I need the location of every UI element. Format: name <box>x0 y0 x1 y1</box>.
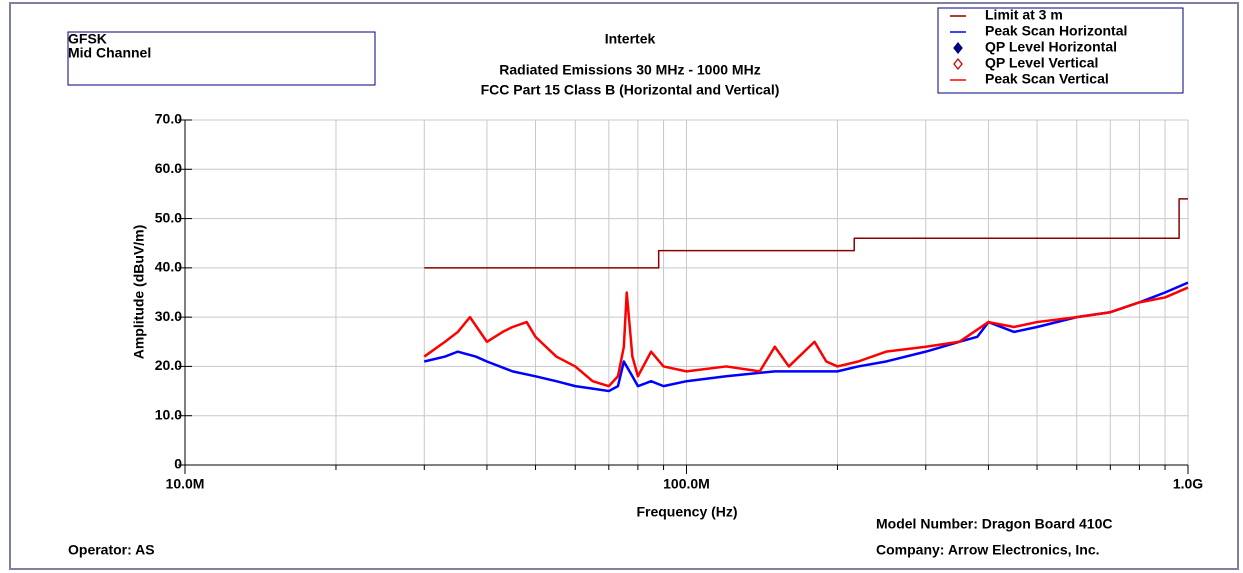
y-tick-label: 50.0 <box>155 209 182 225</box>
y-axis-label: Amplitude (dBuV/m) <box>131 225 147 360</box>
x-axis-label: Frequency (Hz) <box>636 504 737 520</box>
legend <box>937 7 1184 94</box>
footer-model: Model Number: Dragon Board 410C <box>876 516 1112 532</box>
series-line <box>424 198 1188 269</box>
y-tick-label: 70.0 <box>155 111 182 127</box>
y-tick-label: 20.0 <box>155 357 182 373</box>
footer-company: Company: Arrow Electronics, Inc. <box>876 542 1100 558</box>
y-tick-label: 30.0 <box>155 308 182 324</box>
chart-title: Intertek <box>605 31 656 47</box>
legend-label: Peak Scan Vertical <box>985 71 1109 87</box>
legend-label: QP Level Horizontal <box>985 39 1117 55</box>
legend-label: Peak Scan Horizontal <box>985 23 1127 39</box>
series-line <box>423 286 1189 388</box>
x-tick-label: 1.0G <box>1173 476 1203 492</box>
legend-swatch <box>953 57 963 71</box>
chart-subtitle: Radiated Emissions 30 MHz - 1000 MHz <box>499 62 760 78</box>
footer-operator: Operator: AS <box>68 542 155 558</box>
x-tick-label: 100.0M <box>663 476 710 492</box>
y-tick-label: 40.0 <box>155 259 182 275</box>
y-tick-label: 0 <box>174 456 182 472</box>
series-line <box>423 281 1189 393</box>
legend-swatch <box>953 41 963 55</box>
legend-label: QP Level Vertical <box>985 55 1098 71</box>
info-box <box>67 31 376 86</box>
info-line: GFSK <box>68 31 107 47</box>
frame <box>9 2 1239 570</box>
y-tick-label: 60.0 <box>155 160 182 176</box>
info-line: Mid Channel <box>68 45 151 61</box>
chart-subtitle: FCC Part 15 Class B (Horizontal and Vert… <box>481 82 780 98</box>
y-tick-label: 10.0 <box>155 406 182 422</box>
x-tick-label: 10.0M <box>166 476 205 492</box>
legend-label: Limit at 3 m <box>985 7 1063 23</box>
